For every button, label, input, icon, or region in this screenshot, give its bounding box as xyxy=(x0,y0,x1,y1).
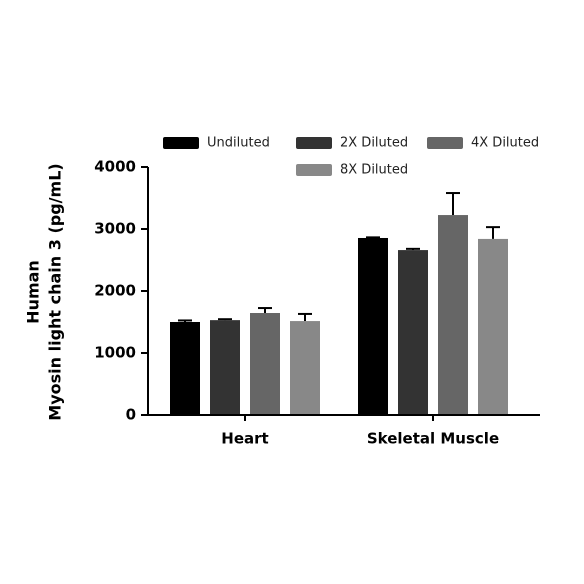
bar xyxy=(170,322,200,415)
bar xyxy=(438,215,468,415)
y-tick-label: 1000 xyxy=(94,344,136,362)
legend-label: 8X Diluted xyxy=(340,163,408,178)
y-tick-label: 0 xyxy=(126,406,136,424)
bar xyxy=(398,250,428,415)
legend-swatch xyxy=(163,137,199,149)
bar xyxy=(478,238,508,415)
y-tick-label: 2000 xyxy=(94,282,136,300)
y-axis-label: Human xyxy=(24,260,43,324)
legend-label: 2X Diluted xyxy=(340,136,408,151)
y-tick-label: 4000 xyxy=(94,158,136,176)
x-tick-label: Heart xyxy=(221,430,268,448)
legend-label: Undiluted xyxy=(207,136,270,151)
legend-swatch xyxy=(427,137,463,149)
bar xyxy=(290,321,320,415)
bar xyxy=(250,313,280,415)
legend-swatch xyxy=(296,137,332,149)
legend-label: 4X Diluted xyxy=(471,136,539,151)
y-tick-label: 3000 xyxy=(94,220,136,238)
y-axis-label: Myosin light chain 3 (pg/mL) xyxy=(46,163,65,420)
bar xyxy=(358,237,388,415)
legend-swatch xyxy=(296,164,332,176)
x-tick-label: Skeletal Muscle xyxy=(367,430,499,448)
bar xyxy=(210,320,240,415)
